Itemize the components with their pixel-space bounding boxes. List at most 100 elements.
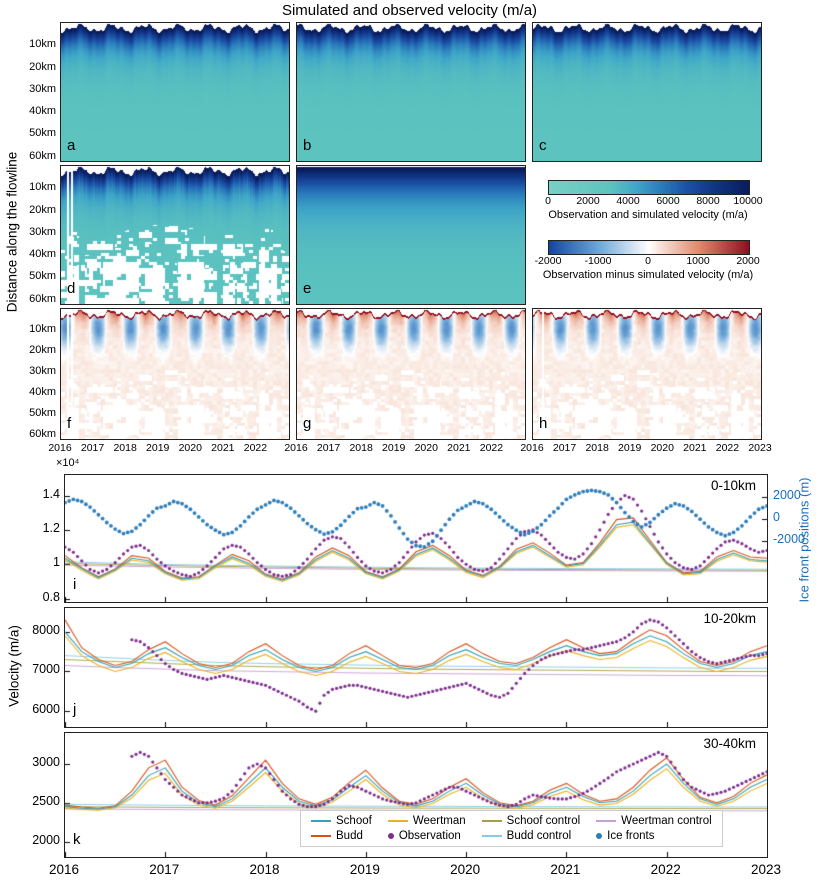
legend-dot-swatch [596, 833, 603, 839]
legend-label: Weertman [412, 815, 466, 827]
year-tick-label: 2020 [414, 442, 438, 454]
year-tick-label: 2021 [447, 442, 471, 454]
colorbar-tick-label: 0 [645, 255, 651, 267]
distance-tick-label: 30km [29, 225, 56, 238]
distance-tick-label: 40km [29, 105, 56, 118]
ice-front-tick-label: -2000 [773, 532, 805, 547]
year-tick-label: 2017 [552, 442, 577, 454]
heatmap-panel-g [296, 308, 526, 440]
year-tick-label: 2021 [683, 442, 707, 454]
year-tick-label: 2023 [748, 442, 772, 454]
colorbar-tick-label: 2000 [576, 195, 600, 207]
heatmap-panel-b [296, 22, 526, 162]
legend-line-swatch [387, 820, 408, 822]
panel-letter-b: b [303, 137, 312, 154]
legend-line-swatch [311, 835, 331, 837]
panel-letter-k: k [73, 831, 81, 848]
colorbar-tick-label: -1000 [584, 255, 612, 267]
legend-label: Schoof [336, 815, 372, 827]
year-tick-label: 2016 [284, 442, 308, 454]
legend-item: Weertman control [596, 815, 712, 827]
colorbar-difference-label: Observation minus simulated velocity (m/… [542, 269, 754, 281]
colorbar-tick-label: -2000 [534, 255, 562, 267]
distance-tick-label: 10km [29, 322, 56, 335]
velocity-tick-label: 2000 [32, 832, 60, 847]
distance-tick-label: 10km [29, 181, 56, 194]
heatmap-panel-c [532, 22, 762, 162]
legend-column: Schoof Budd [311, 815, 372, 842]
year-tick-label: 2020 [178, 442, 202, 454]
year-tick-label: 2020 [650, 442, 674, 454]
year-tick-label: 2016 [520, 442, 544, 454]
legend-line-swatch [481, 835, 502, 837]
year-tick-label: 2018 [585, 442, 609, 454]
year-tick-label: 2017 [316, 442, 341, 454]
legend-label: Budd [336, 830, 363, 842]
colorbar-velocity [548, 180, 750, 195]
legend-item: Observation [387, 830, 466, 842]
legend-line-swatch [311, 820, 331, 822]
year-tick-label: 2022 [479, 442, 504, 454]
year-tick-label: 2019 [618, 442, 642, 454]
legend-dot-swatch [387, 833, 394, 839]
legend-line-swatch [596, 820, 617, 822]
colorbar-tick-label: 2000 [736, 255, 760, 267]
timeseries-panel-i [64, 474, 768, 603]
legend-column: Schoof control Budd control [481, 815, 581, 842]
panel-letter-j: j [73, 701, 77, 718]
panel-letter-i: i [73, 576, 77, 593]
panel-letter-a: a [67, 137, 76, 154]
year-tick-label: 2019 [382, 442, 406, 454]
legend-label: Ice fronts [607, 830, 655, 842]
colorbar-tick-label: 6000 [656, 195, 680, 207]
legend-line-swatch [481, 820, 502, 822]
distance-tick-label: 40km [29, 248, 56, 261]
velocity-tick-label: 1.4 [42, 486, 60, 501]
distance-tick-label: 20km [29, 343, 56, 356]
velocity-tick-label: 7000 [32, 662, 60, 677]
legend-item: Schoof control [481, 815, 581, 827]
distance-tick-label: 20km [29, 203, 56, 216]
colorbar-tick-label: 8000 [696, 195, 720, 207]
panel-letter-g: g [303, 415, 312, 432]
distance-tick-label: 60km [29, 427, 56, 440]
legend-column: Weertman Observation [387, 815, 466, 842]
year-tick-label: 2022 [715, 442, 740, 454]
distance-tick-label: 50km [29, 406, 56, 419]
heatmap-panel-e [296, 165, 526, 305]
year-tick-label: 2022 [650, 862, 681, 877]
year-tick-label: 2023 [750, 862, 782, 877]
year-tick-label: 2018 [249, 862, 280, 877]
figure-title: Simulated and observed velocity (m/a) [281, 2, 538, 19]
legend-column: Weertman control Ice fronts [596, 815, 712, 842]
panel-letter-e: e [303, 280, 312, 297]
panel-letter-d: d [67, 280, 76, 297]
velocity-tick-label: 1 [53, 555, 60, 570]
year-tick-label: 2018 [113, 442, 137, 454]
exponent-label: ×10⁴ [56, 457, 80, 469]
legend-label: Weertman control [621, 815, 712, 827]
legend-item: Budd [311, 830, 372, 842]
velocity-tick-label: 0.8 [42, 589, 60, 604]
heatmap-panel-d [60, 165, 290, 305]
velocity-tick-label: 6000 [32, 702, 60, 717]
distance-tick-label: 30km [29, 82, 56, 95]
heatmap-panel-f [60, 308, 290, 440]
legend-label: Schoof control [506, 815, 581, 827]
panel-letter-c: c [539, 137, 547, 154]
year-tick-label: 2021 [550, 862, 581, 877]
ice-front-tick-label: 0 [773, 510, 780, 525]
year-tick-label: 2017 [149, 862, 180, 877]
legend-label: Budd control [506, 830, 572, 842]
distance-tick-label: 60km [29, 149, 56, 162]
region-label: 0-10km [710, 478, 756, 493]
legend-item: Ice fronts [596, 830, 712, 842]
region-label: 10-20km [703, 611, 756, 626]
colorbar-tick-label: 0 [545, 195, 551, 207]
colorbar-velocity-label: Observation and simulated velocity (m/a) [548, 209, 748, 221]
colorbar-tick-label: 4000 [616, 195, 640, 207]
ice-front-tick-label: 2000 [773, 488, 801, 503]
distance-tick-label: 20km [29, 60, 56, 73]
legend-label: Observation [398, 830, 461, 842]
